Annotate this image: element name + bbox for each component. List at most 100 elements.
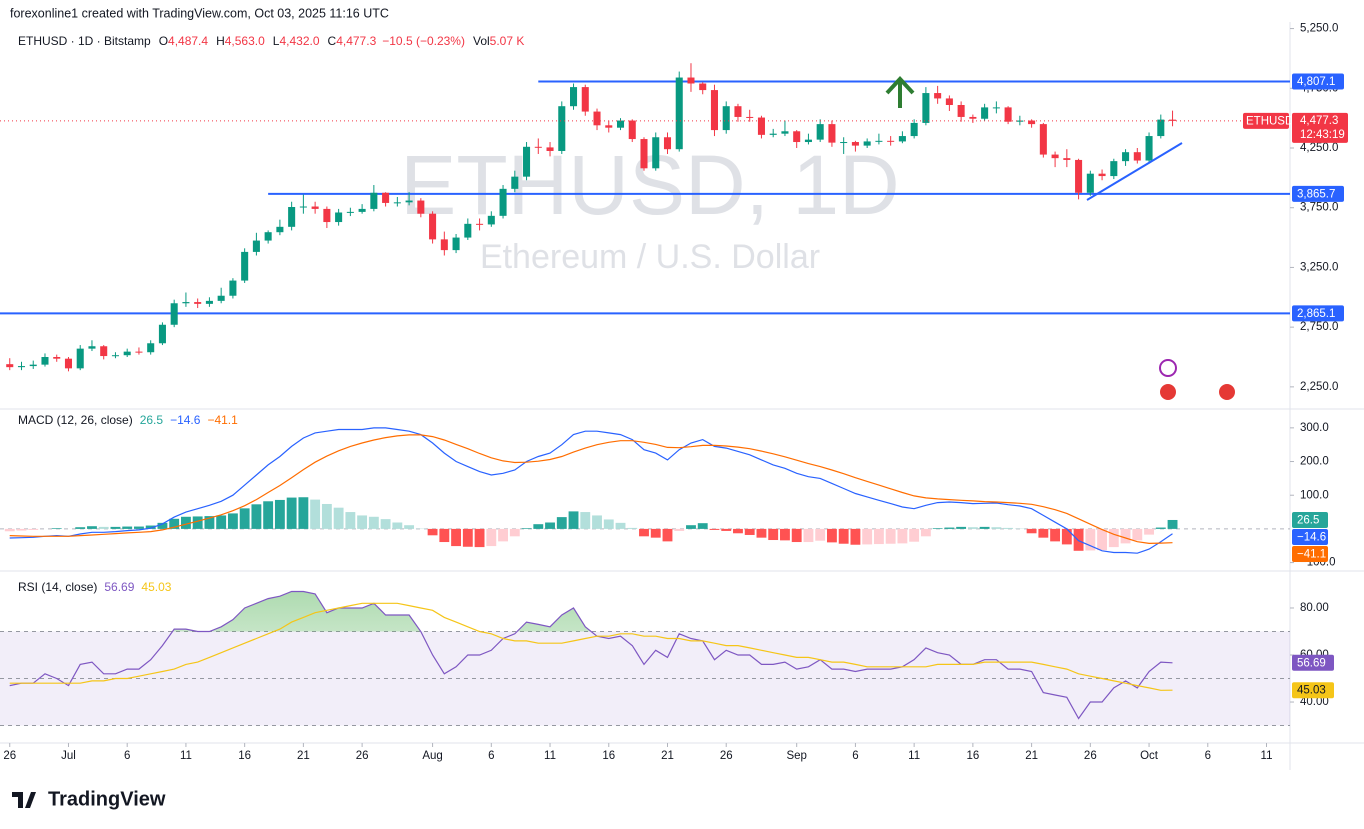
candle-body [981,107,989,119]
candle-body [1110,161,1118,177]
histogram-bar [451,528,462,547]
indicator-axis-label-box [1292,654,1334,671]
drawings [885,76,1237,402]
indicator-axis-label-box [1292,682,1334,699]
candle-body [675,77,683,150]
candle-body [793,131,801,143]
y-tick-label: 5,250.0 [1300,23,1338,35]
candle-body [205,300,213,304]
last-price-label: 4,477.3 [1300,115,1338,127]
candle-body [264,232,272,241]
x-tick-label: 26 [720,750,733,762]
candle-body [29,364,37,367]
candle-body [123,351,131,356]
histogram-bar [368,516,379,529]
histogram-bar [333,507,344,529]
indicator-axis-label: 45.03 [1297,685,1326,697]
histogram-bar [568,511,579,529]
candle-body [311,206,319,209]
candle-body [1075,159,1083,193]
candle-body [170,303,178,325]
histogram-bar [509,528,520,537]
histogram-bar [145,525,156,529]
x-tick-label: 6 [1205,750,1211,762]
candle-body [476,223,484,225]
candle-body [53,357,61,359]
indicator-value: 56.69 [104,580,134,594]
histogram-bar [1167,519,1178,529]
histogram-bar [533,524,544,529]
histogram-bar [662,528,673,542]
histogram-bar [803,528,814,543]
candle-body [1157,119,1165,137]
x-tick-label: 16 [602,750,615,762]
histogram-bar [75,527,86,529]
histogram-bar [791,528,802,543]
histogram-bar [1132,528,1143,541]
candle-body [417,200,425,214]
candle-body [1051,154,1059,159]
histogram-bar [909,528,920,542]
histogram-bar [321,503,332,529]
histogram-bar [134,526,144,529]
candle-body [323,208,331,223]
legend-value: 4,563.0 [225,34,265,48]
histogram-bar [521,528,532,529]
histogram-bar [991,527,1002,529]
histogram-bar [1155,527,1166,529]
watermark-description: Ethereum / U.S. Dollar [480,238,820,276]
level-label-box [1292,73,1344,90]
y-tick-label: 300.0 [1300,422,1329,434]
last-price-box [1292,112,1348,143]
indicator-value: 26.5 [140,413,164,427]
histogram-bar [944,527,955,529]
x-tick-label: 16 [238,750,251,762]
candle-body [440,239,448,251]
histogram-bar [873,528,884,545]
histogram-bar [545,522,555,529]
histogram-bar [556,517,567,529]
histogram-bar [122,526,133,529]
histogram-bar [439,528,450,543]
candle-body [135,351,143,353]
candle-body [804,139,812,143]
candle-body [88,346,96,349]
x-tick-label: 11 [180,750,192,762]
candle-body [1098,173,1106,177]
candle-body [147,343,155,353]
histogram-bar [239,508,250,529]
histogram-bar [345,512,356,529]
macd-line [9,434,1173,545]
indicator-axis-label-box [1292,511,1328,528]
x-tick-label: 11 [908,750,920,762]
histogram-bar [956,526,967,529]
legend-value: 5.07 K [490,34,525,48]
candle-body [922,93,930,123]
candle-body [1016,120,1024,122]
candle-body [969,116,977,119]
candle-body [41,357,49,365]
histogram-bar [580,512,591,529]
indicator-axis-label: −41.1 [1297,549,1326,561]
candle-body [616,120,625,128]
histogram-bar [486,528,497,547]
histogram-bar [298,497,309,529]
candle-body [405,200,413,203]
candle-body [452,237,460,251]
candle-body [746,116,754,118]
histogram-bar [850,528,861,545]
candle-body [6,364,14,368]
y-tick-label: 2,750.0 [1300,321,1338,333]
histogram-bar [603,519,614,529]
x-tick-label: 6 [852,750,858,762]
candle-body [100,346,108,357]
x-tick-label: 6 [124,750,130,762]
histogram-bar [1026,528,1037,534]
candle-body [523,146,531,177]
candle-body [887,140,895,142]
candle-body [546,147,554,151]
histogram-bar [979,526,990,529]
x-tick-label: 21 [297,750,310,762]
histogram-bar [1050,528,1061,542]
histogram-bar [28,528,39,530]
